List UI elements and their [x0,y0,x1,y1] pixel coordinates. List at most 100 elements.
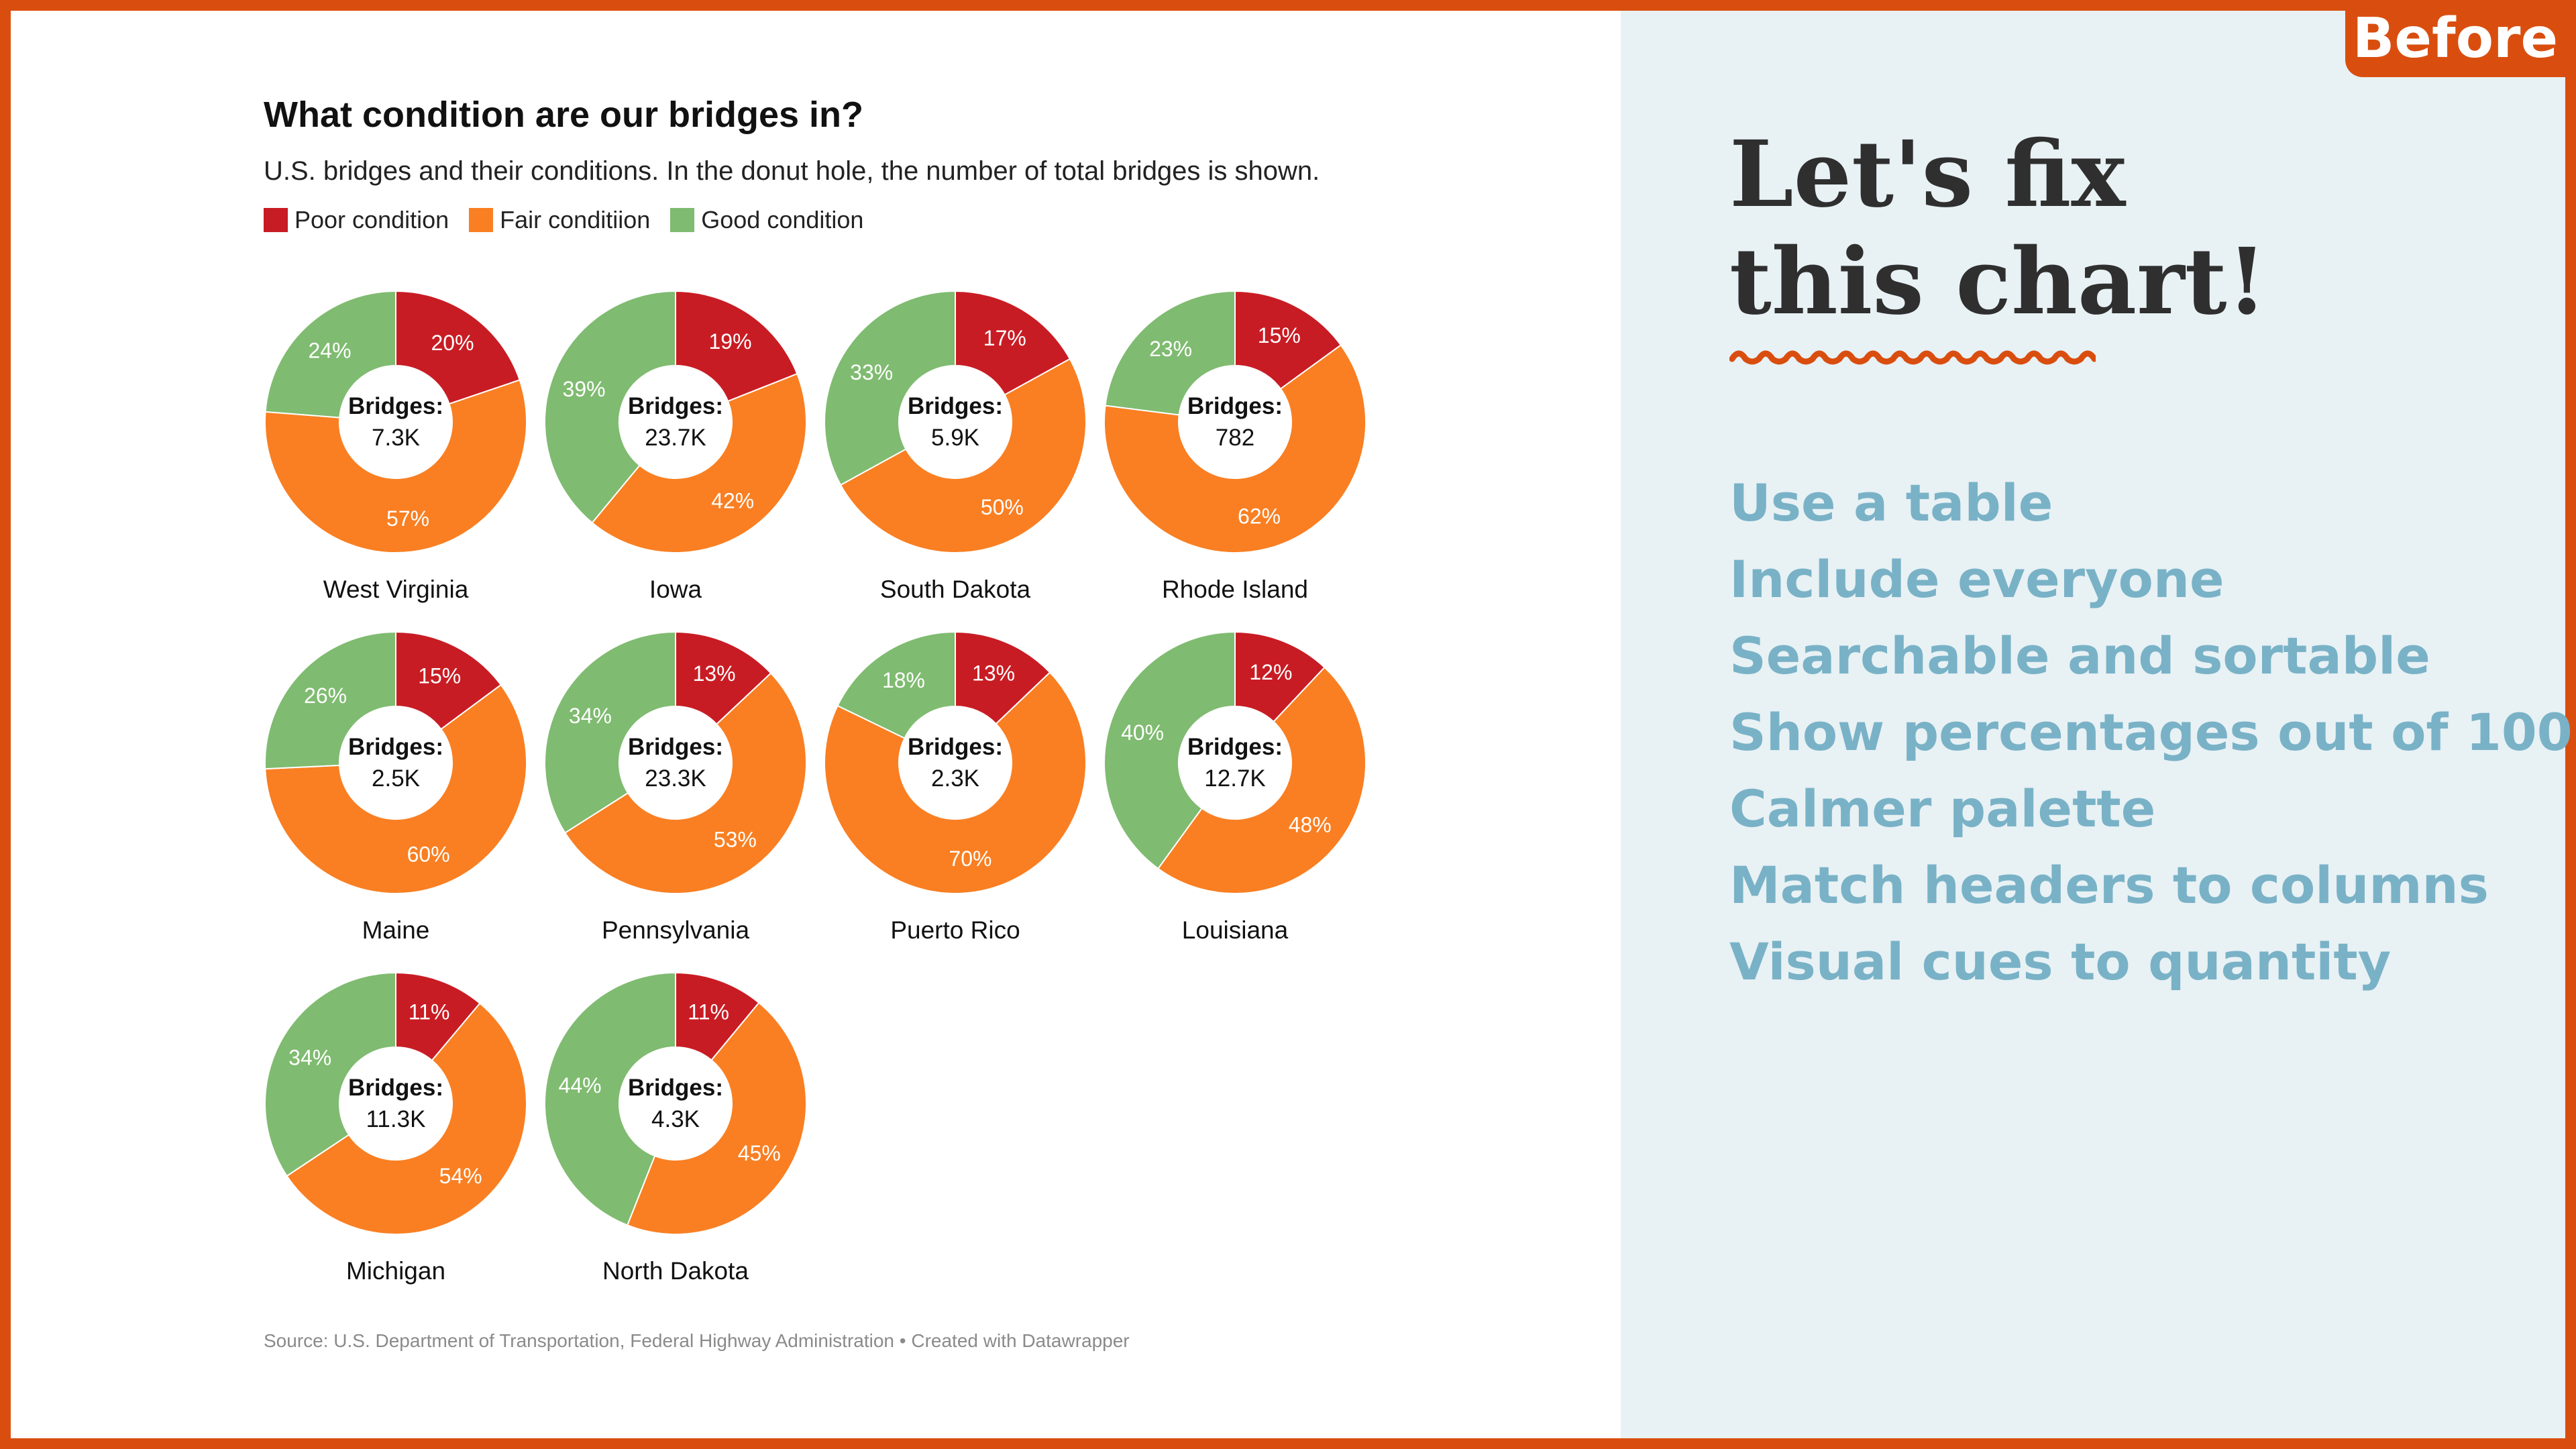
before-badge: Before [2345,0,2565,77]
donut-north-dakota: 11% 45% 44% Bridges: 4.3K North Dakota [544,971,808,1285]
slice-label-poor: 11% [409,1000,450,1024]
notes-panel [1621,11,2565,1438]
chart-title: What condition are our bridges in? [264,95,864,135]
slice-label-good: 44% [559,1073,602,1097]
center-label: Bridges: [628,393,723,419]
donut-puerto-rico: 13% 70% 18% Bridges: 2.3K Puerto Rico [824,631,1087,944]
slice-label-fair: 48% [1289,812,1332,837]
donut-west-virginia: 20% 57% 24% Bridges: 7.3K West Virginia [264,290,527,603]
donut-name: Puerto Rico [890,916,1020,944]
legend-swatch-fair [469,208,494,232]
slice-good [544,290,676,524]
slice-fair [591,372,807,553]
slice-label-poor: 20% [431,331,474,355]
center-total: 4.3K [651,1106,700,1132]
center-total: 782 [1216,425,1254,451]
slice-fair [626,1002,808,1235]
slice-poor [675,290,798,402]
wavy-underline [1729,350,2096,365]
panel-title: Let's fix this chart! [1729,121,2267,335]
donut-name: Louisiana [1182,916,1289,944]
legend-swatch-good [670,208,695,232]
slice-good [264,290,396,419]
slice-good [837,631,956,739]
center-label: Bridges: [348,393,443,419]
panel-title-line-2: this chart! [1729,228,2267,335]
donut-south-dakota: 17% 50% 33% Bridges: 5.9K South Dakota [824,290,1087,603]
slice-label-good: 26% [304,684,347,708]
slice-label-fair: 60% [407,843,450,867]
donut-name: Rhode Island [1162,576,1308,603]
tip-item: Include everyone [1729,549,2224,609]
slice-label-fair: 42% [711,488,754,513]
center-total: 7.3K [372,425,420,451]
tips-list: Use a table Include everyone Searchable … [1729,465,2573,1000]
slice-good [1104,290,1236,416]
slice-label-good: 34% [569,704,612,728]
donut-name: Iowa [649,576,702,603]
slice-good [824,290,956,486]
slice-label-fair: 57% [386,506,429,531]
center-total: 2.3K [931,765,979,792]
slice-label-good: 24% [309,339,352,363]
center-label: Bridges: [348,734,443,760]
tip-item: Use a table [1729,473,2053,533]
slice-fair [264,684,527,894]
slice-poor [955,290,1071,396]
legend-item-poor: Poor condition [264,206,449,234]
donut-name: South Dakota [880,576,1031,603]
center-label: Bridges: [908,393,1003,419]
tip-item: Show percentages out of 100 [1729,702,2573,762]
chart-subtitle: U.S. bridges and their conditions. In th… [264,156,1320,186]
donut-name: Michigan [346,1257,445,1285]
slice-poor [395,290,521,405]
donut-name: Maine [362,916,430,944]
slice-label-fair: 62% [1238,504,1281,528]
slice-label-good: 40% [1121,720,1164,745]
center-label: Bridges: [348,1075,443,1101]
slice-label-good: 33% [850,360,893,384]
slice-fair [1104,343,1366,553]
donut-name: Pennsylvania [602,916,750,944]
slice-label-fair: 70% [949,847,991,871]
slice-fair [1157,666,1367,894]
panel-title-line-1: Let's fix [1729,121,2126,228]
legend-label-fair: Fair conditiion [500,206,651,233]
donut-rhode-island: 15% 62% 23% Bridges: 782 Rhode Island [1104,290,1366,603]
slice-fair [286,1002,527,1235]
donut-pennsylvania: 13% 53% 34% Bridges: 23.3K Pennsylvania [544,631,807,944]
slice-label-poor: 13% [693,661,736,686]
slice-fair [564,672,807,894]
legend: Poor condition Fair conditiion Good cond… [264,206,883,234]
center-label: Bridges: [628,1075,723,1101]
slice-label-good: 34% [288,1046,331,1070]
center-total: 12.7K [1204,765,1265,792]
slice-label-poor: 15% [418,663,461,688]
center-label: Bridges: [628,734,723,760]
tip-item: Match headers to columns [1729,855,2489,915]
slice-label-poor: 12% [1249,660,1292,684]
slice-fair [824,671,1087,894]
donut-louisiana: 12% 48% 40% Bridges: 12.7K Louisiana [1104,631,1367,944]
center-total: 5.9K [931,425,979,451]
donut-name: North Dakota [602,1257,749,1285]
slice-good [264,971,396,1177]
center-total: 2.5K [372,765,420,792]
center-total: 23.3K [645,765,706,792]
center-total: 11.3K [366,1106,426,1132]
legend-swatch-poor [264,208,288,232]
slice-label-poor: 11% [688,1000,729,1024]
slice-poor [395,631,502,731]
slice-good [1104,631,1236,870]
slice-label-good: 39% [563,377,606,401]
slice-label-good: 18% [882,668,925,692]
slice-label-poor: 13% [972,661,1015,686]
slice-poor [955,631,1051,725]
tip-item: Searchable and sortable [1729,626,2430,686]
slice-poor [1234,290,1342,390]
slice-label-poor: 17% [983,326,1026,350]
legend-label-good: Good condition [701,206,864,233]
donut-maine: 15% 60% 26% Bridges: 2.5K Maine [264,631,527,944]
center-label: Bridges: [908,734,1003,760]
